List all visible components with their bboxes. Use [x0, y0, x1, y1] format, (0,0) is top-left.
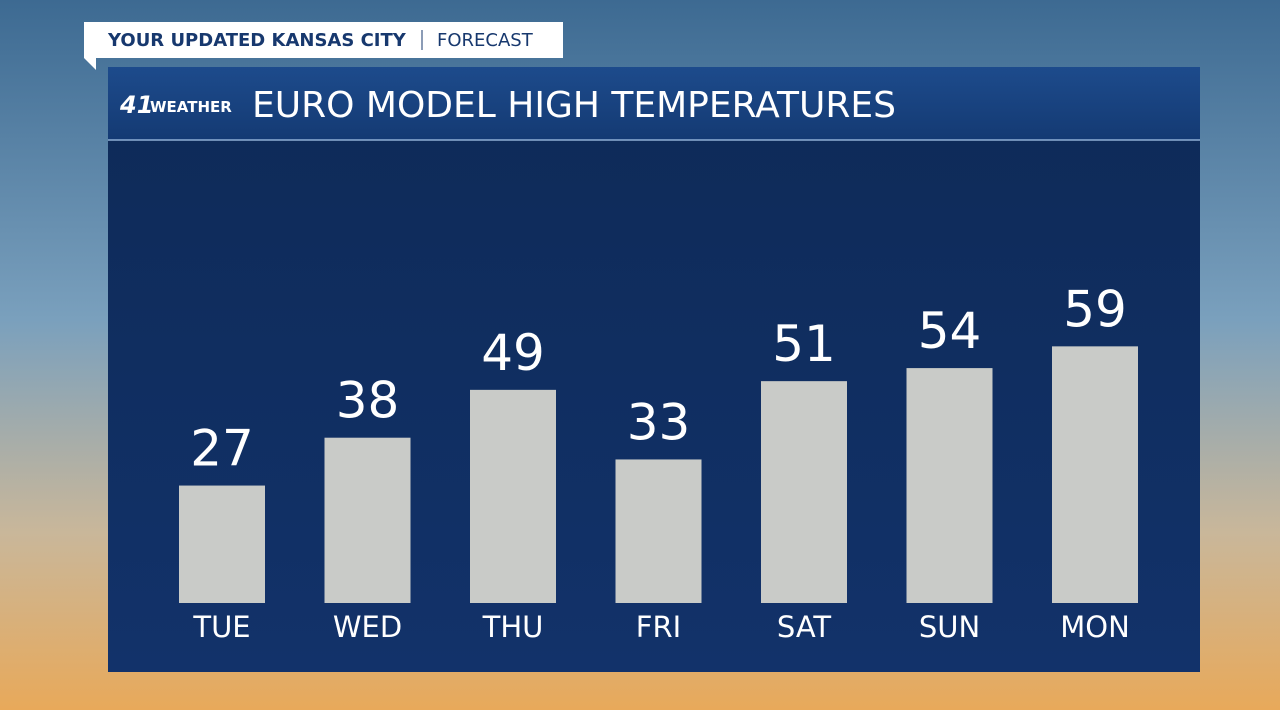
bar	[615, 459, 702, 603]
logo-text: WEATHER	[150, 98, 232, 116]
value-label: 27	[190, 420, 254, 478]
value-label: 54	[918, 302, 982, 360]
bar	[906, 368, 993, 603]
value-label: 59	[1063, 280, 1127, 338]
bar	[470, 389, 556, 603]
value-label: 49	[481, 324, 545, 382]
x-tick-label: MON	[1060, 610, 1130, 644]
banner	[84, 22, 563, 70]
bar	[324, 437, 411, 603]
x-tick-label: TUE	[192, 610, 250, 644]
logo-number: 41	[119, 91, 153, 119]
x-tick-label: THU	[482, 610, 544, 644]
banner-title: YOUR UPDATED KANSAS CITY	[107, 30, 407, 51]
value-label: 51	[772, 315, 836, 373]
x-tick-label: SUN	[919, 610, 980, 644]
x-tick-label: SAT	[777, 610, 832, 644]
panel-header	[108, 67, 1200, 140]
bar	[179, 485, 265, 603]
banner-subtitle: FORECAST	[437, 30, 534, 51]
value-label: 33	[627, 393, 691, 451]
bar	[1052, 346, 1138, 603]
bar	[761, 381, 847, 603]
chart-title: EURO MODEL HIGH TEMPERATURES	[252, 85, 896, 126]
value-label: 38	[336, 372, 400, 430]
x-tick-label: WED	[333, 610, 402, 644]
x-tick-label: FRI	[636, 610, 681, 644]
